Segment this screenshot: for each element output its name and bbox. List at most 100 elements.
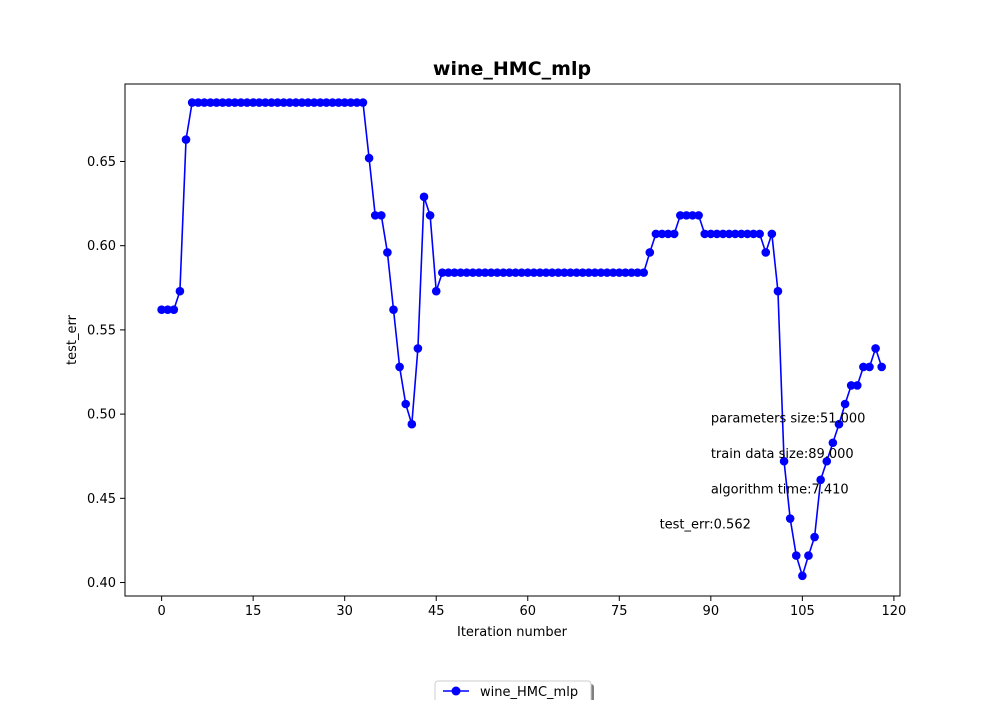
data-point (791, 551, 801, 560)
data-point (315, 98, 325, 107)
data-point (505, 268, 514, 277)
x-tick-label: 45 (428, 604, 445, 619)
data-point (303, 98, 313, 107)
annotation-text: parameters size:51.000 (711, 412, 866, 427)
data-point (834, 419, 844, 429)
data-point (462, 268, 472, 277)
data-point (261, 98, 270, 107)
data-point (694, 211, 703, 220)
data-point (352, 98, 362, 107)
data-point (407, 419, 417, 429)
x-tick-label: 120 (881, 604, 906, 619)
data-point (785, 514, 795, 523)
x-tick-label: 75 (611, 604, 628, 619)
data-point (193, 98, 203, 107)
data-point (236, 98, 246, 107)
x-tick-label: 90 (703, 604, 720, 619)
x-axis-label: Iteration number (457, 625, 568, 640)
data-point (218, 98, 227, 107)
data-point (682, 211, 691, 220)
y-tick-label: 0.50 (87, 408, 116, 423)
data-point (187, 98, 197, 107)
data-point (206, 98, 215, 107)
y-tick-label: 0.60 (87, 239, 116, 254)
data-point (706, 229, 716, 239)
data-point (285, 98, 295, 107)
data-point (358, 98, 368, 107)
data-point (566, 268, 575, 277)
data-point (724, 229, 734, 239)
data-point (688, 211, 697, 220)
legend-label: wine_HMC_mlp (480, 685, 578, 700)
data-point (590, 268, 600, 277)
data-point (871, 344, 880, 353)
data-point (230, 98, 240, 107)
data-point (377, 211, 386, 220)
data-point (773, 286, 783, 296)
data-point (431, 286, 441, 296)
data-point (328, 98, 337, 107)
data-point (584, 268, 594, 277)
data-point (334, 98, 343, 107)
data-point (822, 456, 832, 466)
data-point (730, 229, 740, 239)
annotations: parameters size:51.000 train data size:89… (660, 412, 866, 533)
data-point (242, 98, 252, 107)
data-point (621, 268, 630, 277)
data-point (840, 399, 850, 409)
data-point (291, 98, 301, 107)
data-point (700, 229, 710, 239)
data-point (639, 268, 648, 277)
data-point (737, 229, 746, 239)
data-point (370, 211, 380, 220)
annotation-text: test_err:0.562 (660, 518, 751, 533)
data-point (877, 362, 886, 372)
data-point (499, 268, 508, 277)
data-point (627, 268, 636, 277)
data-point (450, 268, 459, 277)
data-point (413, 344, 423, 353)
data-point (602, 268, 612, 277)
data-point (743, 229, 752, 239)
data-point (511, 268, 520, 277)
data-point (755, 229, 764, 239)
data-point (663, 229, 673, 239)
x-tick-label: 0 (157, 604, 165, 619)
y-tick-label: 0.45 (87, 492, 116, 507)
y-axis-label: test_err (65, 314, 80, 365)
x-tick-label: 15 (245, 604, 262, 619)
data-point (425, 211, 435, 220)
data-point (383, 248, 392, 257)
data-point (169, 305, 179, 314)
data-point (474, 268, 484, 277)
data-point (273, 98, 282, 107)
data-point (553, 268, 563, 277)
data-point (181, 135, 191, 144)
data-point (492, 268, 502, 277)
data-point (401, 399, 411, 409)
data-point (224, 98, 234, 107)
data-point (200, 98, 209, 107)
data-point (346, 98, 356, 107)
data-point (657, 229, 667, 239)
legend-box (434, 680, 592, 704)
series-points (157, 98, 886, 581)
annotation-text: algorithm time:7.410 (711, 482, 849, 497)
data-point (804, 551, 813, 560)
data-point (395, 362, 404, 372)
data-point (456, 268, 465, 277)
data-point (767, 229, 777, 239)
y-tick-label: 0.65 (87, 155, 116, 170)
y-tick-label: 0.55 (87, 323, 116, 338)
data-point (816, 475, 825, 485)
y-tick-label: 0.40 (87, 576, 116, 591)
data-point (859, 362, 868, 372)
data-point (340, 98, 349, 107)
axis-ticks: 0 15 30 45 60 75 90 105 120 0.40 0.45 0.50 0.55 0.60 0… (87, 155, 906, 619)
data-point (614, 268, 624, 277)
data-point (212, 98, 221, 107)
data-point (645, 248, 655, 257)
data-point (572, 268, 581, 277)
